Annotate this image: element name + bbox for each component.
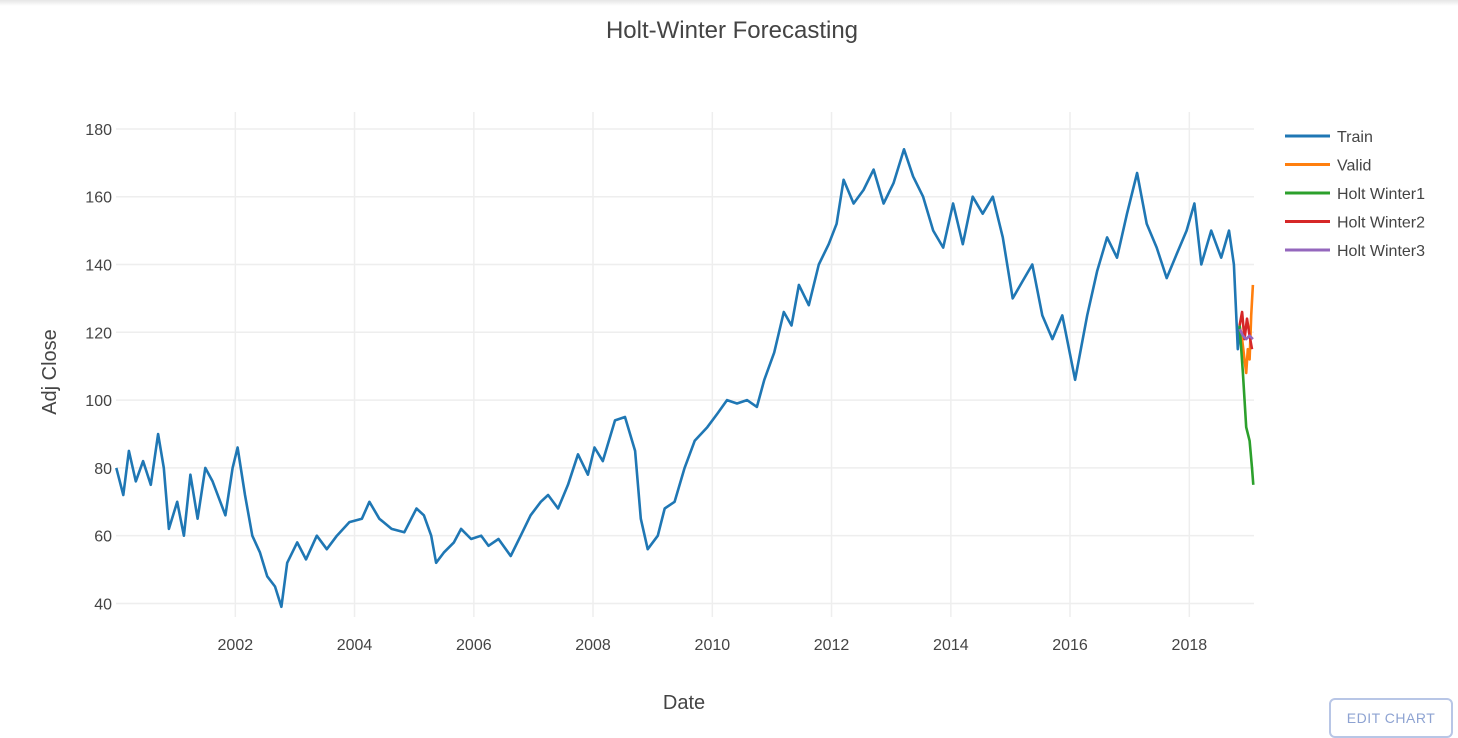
x-tick-label: 2018 <box>1172 637 1208 654</box>
y-tick-label: 60 <box>94 529 112 546</box>
legend-label: Holt Winter3 <box>1337 243 1425 260</box>
y-tick-label: 180 <box>85 122 112 139</box>
series-line-holt-winter1 <box>1238 325 1255 485</box>
y-tick-label: 80 <box>94 461 112 478</box>
x-axis-title: Date <box>663 692 705 714</box>
grid <box>116 112 1254 617</box>
y-axis-ticks: 40 60 80 100 120 140 160 180 <box>85 122 112 613</box>
legend-item-holt-winter1[interactable]: Holt Winter1 <box>1285 186 1425 203</box>
legend-item-holt-winter2[interactable]: Holt Winter2 <box>1285 215 1425 232</box>
x-tick-label: 2010 <box>695 637 731 654</box>
legend-label: Train <box>1337 129 1373 146</box>
series-lines <box>115 148 1255 609</box>
y-tick-label: 100 <box>85 393 112 410</box>
y-tick-label: 120 <box>85 325 112 342</box>
y-axis-title: Adj Close <box>39 329 61 415</box>
x-tick-label: 2004 <box>337 637 373 654</box>
series-line-valid <box>1238 284 1255 375</box>
x-axis-ticks: 2002 2004 2006 2008 2010 2012 2014 2016 2018 <box>218 637 1208 654</box>
top-shadow-bar <box>0 0 1458 6</box>
x-tick-label: 2014 <box>933 637 969 654</box>
series-line-holt-winter3 <box>1238 328 1254 341</box>
y-tick-label: 40 <box>94 596 112 613</box>
legend-label: Holt Winter2 <box>1337 215 1425 232</box>
y-tick-label: 140 <box>85 258 112 275</box>
legend-label: Valid <box>1337 158 1371 175</box>
edit-chart-button[interactable]: EDIT CHART <box>1329 698 1453 738</box>
legend-item-holt-winter3[interactable]: Holt Winter3 <box>1285 243 1425 260</box>
x-tick-label: 2002 <box>218 637 254 654</box>
x-tick-label: 2006 <box>456 637 492 654</box>
chart-title: Holt-Winter Forecasting <box>606 17 858 44</box>
legend-item-train[interactable]: Train <box>1285 129 1373 146</box>
x-tick-label: 2016 <box>1052 637 1088 654</box>
series-line-train <box>115 148 1241 609</box>
legend-label: Holt Winter1 <box>1337 186 1425 203</box>
legend[interactable]: Train Valid Holt Winter1 Holt Winter2 Holt W… <box>1285 129 1425 260</box>
y-tick-label: 160 <box>85 190 112 207</box>
x-tick-label: 2008 <box>575 637 611 654</box>
x-tick-label: 2012 <box>814 637 850 654</box>
legend-item-valid[interactable]: Valid <box>1285 158 1371 175</box>
